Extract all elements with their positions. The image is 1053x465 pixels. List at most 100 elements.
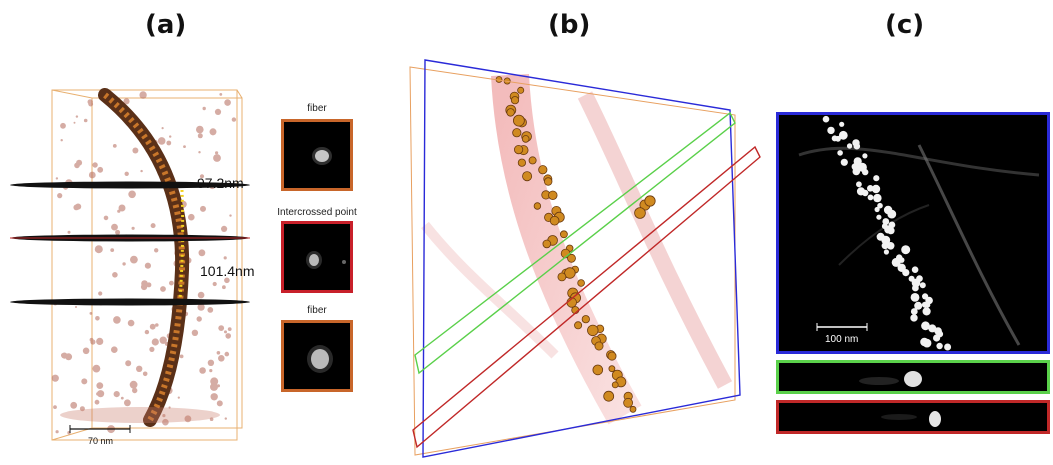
particle [221,225,228,232]
bright-bead [867,194,874,201]
bead [559,230,568,239]
particle [196,125,204,134]
particle [92,364,101,373]
particle [224,330,227,334]
bright-bead [944,343,952,351]
bright-bead [910,293,920,302]
bright-beads [822,115,952,351]
bright-bead [871,184,881,194]
particle [169,135,172,138]
particle [219,93,223,96]
particle [184,415,192,423]
bright-bead [886,242,895,250]
particle [207,359,215,366]
particle [224,417,227,420]
particle [81,378,88,385]
particle [55,177,59,180]
particle [103,215,109,221]
particle [146,282,152,288]
bead [506,108,515,117]
particle [151,338,159,346]
bead [557,272,567,282]
bead [549,215,560,226]
bright-bead [856,187,866,196]
bead [542,239,552,249]
particle [132,147,139,154]
bead [567,253,576,263]
bright-bead [822,115,830,123]
particle [224,277,230,284]
bright-bead [921,321,930,331]
particle [132,387,138,394]
particle [87,99,93,105]
particle [140,169,143,173]
bright-bead [873,175,880,182]
bright-bead [883,249,889,255]
particle [55,430,59,434]
particle [113,391,120,398]
particle [157,137,166,145]
particle [213,154,221,162]
particle [160,286,166,292]
particle [218,325,225,331]
bright-bead [882,218,890,225]
scale-bar-a-label: 70 nm [88,436,114,446]
particle [155,323,159,327]
bead [513,114,525,127]
bead [543,177,553,186]
particle [117,209,121,213]
bright-bead [910,314,918,322]
bright-bead [891,257,901,267]
slice-planes [10,181,250,306]
particle [98,291,103,296]
inset-1-label: fiber [307,103,327,114]
fiber-band-secondary [577,91,733,389]
bright-bead [933,334,941,342]
plane-green [414,111,736,375]
particle [210,393,218,401]
plane-blue [422,59,741,458]
bead [533,202,542,210]
particle [136,365,143,372]
particle [75,115,79,118]
bright-bead [835,135,841,142]
bead [510,96,520,105]
particle [140,283,148,291]
plane-red [412,145,761,449]
particle [191,329,199,336]
bead [517,86,525,94]
particle [197,303,205,311]
particle [111,223,118,231]
bead [514,145,524,155]
particle [216,400,223,407]
panel-b-label: (b) [548,10,591,40]
particle [51,374,59,382]
particle [97,390,105,398]
bright-bead [862,168,869,176]
particle [166,140,172,146]
particle [113,316,121,324]
bead [574,321,583,330]
bright-bead [936,342,943,350]
bead [608,365,616,373]
particle [223,256,227,260]
bright-bead [902,269,910,277]
particle [214,108,222,115]
particle [215,151,219,155]
particle [92,162,98,168]
particle [129,380,138,389]
measurement-dotted-line [178,189,185,301]
particle [74,162,80,169]
measurement-lower: 101.4nm [200,263,255,279]
particle [161,127,164,130]
particle [200,205,206,212]
particle [82,347,90,355]
bright-bead [928,324,937,333]
particle [94,399,100,405]
bright-bead [876,214,882,220]
bright-bead [887,227,895,235]
particle [97,166,104,173]
background-particles [51,91,237,435]
particle [231,117,237,122]
particle [112,144,117,148]
